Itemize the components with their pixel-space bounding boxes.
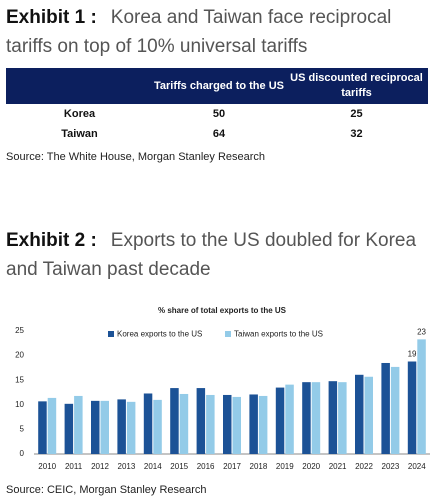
x-tick-label: 2015: [170, 462, 188, 471]
bar: [126, 401, 136, 454]
x-tick-label: 2012: [91, 462, 109, 471]
bar: [91, 400, 100, 454]
exhibit-heading: Exhibit 2 : Exports to the US doubled for…: [6, 226, 431, 284]
y-tick-label: 0: [20, 449, 25, 458]
header-cell: Tariffs charged to the US: [153, 68, 285, 104]
y-tick-label: 25: [15, 326, 24, 335]
bar: [170, 388, 179, 454]
bar: [249, 394, 258, 454]
bar: [232, 396, 241, 454]
bar: [223, 394, 232, 454]
cell: Korea: [63, 108, 96, 120]
exhibit-title: Korea and Taiwan face reciprocal tariffs…: [6, 7, 392, 57]
cell: 32: [350, 128, 363, 140]
header-cell: US discounted reciprocal tariffs: [285, 68, 428, 104]
cell: 25: [350, 108, 363, 120]
source: Source: The White House, Morgan Stanley …: [6, 151, 266, 163]
bar: [311, 382, 321, 454]
x-tick-label: 2017: [223, 462, 241, 471]
bar: [328, 381, 338, 454]
exhibit-title: Exports to the US doubled for Korea and …: [6, 230, 417, 280]
bar: [64, 403, 74, 454]
bar: [338, 382, 347, 454]
bar: [381, 362, 390, 454]
bar: [47, 397, 57, 454]
chart: % share of total exports to the US 0 5 10 1…: [15, 306, 430, 471]
x-tick-label: 2024: [408, 462, 426, 471]
cell: 50: [212, 108, 226, 120]
y-tick-label: 15: [15, 375, 24, 384]
x-tick-label: 2022: [355, 462, 373, 471]
value-label: 23: [417, 327, 426, 336]
bar: [38, 401, 47, 454]
x-tick-label: 2023: [382, 462, 400, 471]
bar: [100, 400, 109, 454]
bar: [355, 374, 364, 454]
bar: [364, 376, 373, 454]
bar: [74, 395, 83, 454]
bar: [390, 366, 400, 454]
bar: [417, 339, 426, 454]
x-tick-label: 2019: [276, 462, 294, 471]
legend-label: Korea exports to the US: [117, 330, 202, 339]
bar: [117, 399, 126, 454]
bar: [275, 387, 285, 454]
x-tick-label: 2020: [302, 462, 320, 471]
bar: [196, 388, 206, 454]
bar: [258, 395, 268, 454]
bar: [143, 393, 153, 454]
legend-label: Taiwan exports to the US: [234, 330, 323, 339]
cell: 64: [212, 128, 226, 140]
header-cell: [6, 68, 153, 104]
x-tick-label: 2018: [250, 462, 268, 471]
bar: [206, 394, 215, 454]
y-tick-label: 5: [20, 425, 25, 434]
tariff-table: Tariffs charged to the US US discounted …: [6, 68, 428, 144]
bar: [302, 382, 311, 454]
exhibit-heading: Exhibit 1 : Korea and Taiwan face recipro…: [6, 3, 431, 61]
bar: [407, 361, 417, 454]
exhibit-label: Exhibit 2 :: [6, 230, 97, 251]
value-label: 19: [408, 350, 417, 359]
bar: [153, 399, 162, 454]
bar: [285, 384, 294, 454]
chart-title: % share of total exports to the US: [158, 306, 287, 315]
y-tick-label: 20: [15, 351, 24, 360]
x-tick-label: 2013: [118, 462, 136, 471]
x-tick-label: 2016: [197, 462, 215, 471]
cell: Taiwan: [61, 128, 98, 140]
x-tick-label: 2011: [65, 462, 83, 471]
bar: [179, 393, 189, 454]
exhibit-label: Exhibit 1 :: [6, 7, 97, 28]
x-tick-label: 2010: [38, 462, 56, 471]
source: Source: CEIC, Morgan Stanley Research: [6, 484, 207, 496]
legend-swatch: [225, 331, 231, 337]
x-tick-label: 2014: [144, 462, 162, 471]
y-tick-label: 10: [15, 400, 24, 409]
x-tick-label: 2021: [329, 462, 347, 471]
legend-swatch: [108, 331, 114, 337]
